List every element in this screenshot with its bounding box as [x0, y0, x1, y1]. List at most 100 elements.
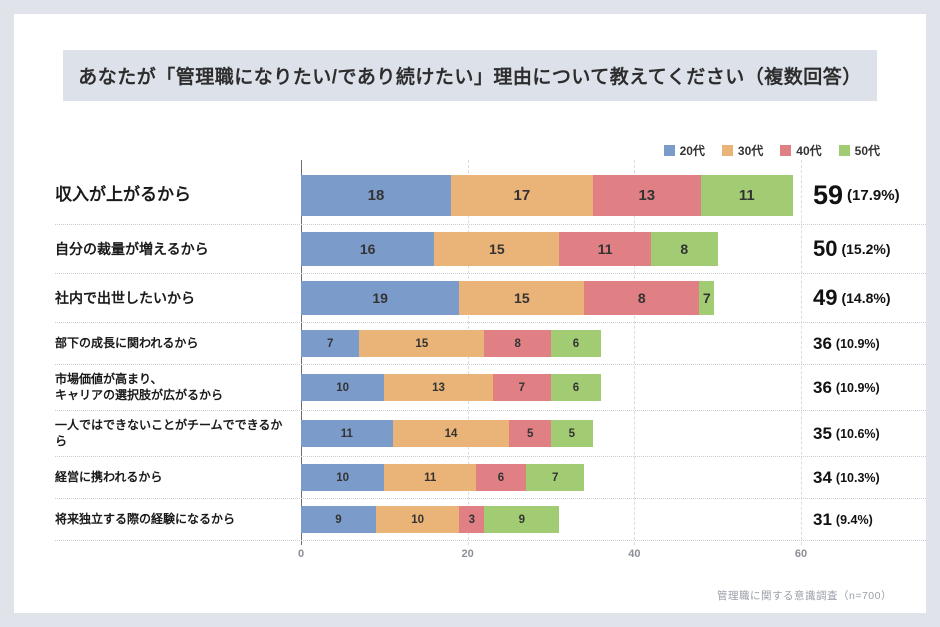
total-count: 36	[813, 333, 832, 353]
total-percent: (10.9%)	[835, 336, 880, 351]
bar-segment-40s: 13	[592, 175, 701, 216]
bar: 9 10 3 9	[301, 506, 801, 534]
bar-segment-50s: 7	[699, 281, 715, 315]
category-label: 将来独立する際の経験になるから	[55, 512, 236, 527]
total-count: 50	[813, 236, 838, 261]
bar-segment-40s: 5	[509, 420, 551, 448]
bar-segment-50s: 11	[700, 175, 793, 216]
chart-row: 市場価値が高まり、 キャリアの選択肢が広がるから 10 13 7 6 36 (10.9%)	[55, 365, 926, 412]
bar-segment-50s: 5	[550, 420, 593, 448]
bar-segment-50s: 6	[550, 374, 601, 402]
bar-segment-30s: 15	[434, 232, 560, 266]
category-label: 部下の成長に関われるから	[55, 335, 199, 350]
legend-label: 50代	[854, 143, 880, 158]
chart-row: 将来独立する際の経験になるから 9 10 3 9 31 (9.4%)	[55, 499, 926, 542]
total-count: 36	[813, 377, 832, 397]
legend-label: 40代	[796, 143, 822, 158]
bar-segment-30s: 15	[459, 281, 585, 315]
total-count: 35	[813, 423, 832, 443]
total-count: 49	[813, 285, 838, 310]
bar-segment-30s: 17	[451, 175, 593, 216]
total-percent: (10.9%)	[835, 380, 880, 395]
row-total: 31 (9.4%)	[813, 510, 873, 530]
category-label: 社内で出世したいから	[55, 289, 195, 306]
x-tick-label-20: 20	[461, 548, 474, 561]
bar-segment-20s: 7	[301, 330, 360, 357]
bar: 16 15 11 8	[301, 232, 801, 266]
bar-segment-20s: 11	[301, 420, 393, 448]
bar-segment-40s: 8	[484, 330, 551, 357]
legend-swatch-50s	[838, 144, 850, 156]
bar-segment-20s: 16	[301, 232, 435, 266]
total-percent: (14.8%)	[841, 290, 891, 306]
total-percent: (10.3%)	[835, 470, 880, 485]
category-label: 収入が上がるから	[55, 185, 191, 205]
x-tick-label-40: 40	[628, 548, 641, 561]
chart-row: 自分の裁量が増えるから 16 15 11 8 50 (15.2%)	[55, 225, 926, 274]
bar-segment-20s: 10	[301, 374, 385, 402]
row-total: 50 (15.2%)	[813, 236, 891, 262]
bar-segment-20s: 19	[301, 281, 460, 315]
row-total: 49 (14.8%)	[813, 285, 891, 311]
total-percent: (15.2%)	[841, 241, 891, 257]
row-total: 36 (10.9%)	[813, 378, 880, 398]
category-label: 経営に携われるから	[55, 470, 163, 485]
total-count: 34	[813, 467, 832, 487]
bar-segment-30s: 10	[376, 506, 460, 534]
total-count: 31	[813, 509, 832, 529]
category-label: 一人ではできないことがチームでできるから	[55, 418, 283, 448]
total-percent: (10.6%)	[835, 426, 880, 441]
bar: 10 13 7 6	[301, 374, 801, 402]
category-label: 自分の裁量が増えるから	[55, 240, 209, 257]
bar: 19 15 8 7	[301, 281, 801, 315]
x-tick-label-0: 0	[297, 548, 305, 561]
total-percent: (9.4%)	[835, 512, 873, 527]
chart-row: 社内で出世したいから 19 15 8 7 49 (14.8%)	[55, 274, 926, 323]
bar-segment-20s: 9	[301, 506, 376, 534]
row-total: 59 (17.9%)	[813, 180, 900, 211]
bar-segment-40s: 8	[584, 281, 700, 315]
bar-segment-50s: 6	[550, 330, 601, 357]
row-total: 36 (10.9%)	[813, 334, 880, 354]
survey-question-title: あなたが「管理職になりたい/であり続けたい」理由について教えてください（複数回答…	[63, 50, 877, 101]
category-label: 市場価値が高まり、 キャリアの選択肢が広がるから	[55, 372, 224, 402]
bar: 7 15 8 6	[301, 330, 801, 357]
legend: 20代 30代 40代 50代	[14, 142, 880, 159]
bar-segment-30s: 15	[359, 330, 485, 357]
total-percent: (17.9%)	[847, 187, 900, 204]
bar-segment-50s: 8	[650, 232, 718, 266]
total-count: 59	[813, 180, 844, 210]
x-tick-label-60: 60	[794, 548, 808, 561]
legend-swatch-30s	[721, 144, 733, 156]
bar-segment-40s: 6	[475, 464, 526, 492]
bar: 18 17 13 11	[301, 175, 801, 216]
chart-row: 収入が上がるから 18 17 13 11 59 (17.9%)	[55, 167, 926, 225]
bar-segment-40s: 3	[459, 506, 485, 534]
row-total: 34 (10.3%)	[813, 468, 880, 488]
bar: 10 11 6 7	[301, 464, 801, 492]
bar-segment-40s: 11	[559, 232, 651, 266]
legend-item-50s: 50代	[838, 142, 880, 159]
legend-item-30s: 30代	[721, 142, 764, 159]
legend-label: 30代	[737, 143, 764, 158]
legend-swatch-40s	[780, 144, 792, 156]
bar-segment-20s: 10	[301, 464, 385, 492]
legend-item-40s: 40代	[780, 142, 822, 159]
legend-item-20s: 20代	[663, 142, 705, 159]
chart-row: 部下の成長に関われるから 7 15 8 6 36 (10.9%)	[55, 323, 926, 365]
bar-segment-30s: 11	[384, 464, 476, 492]
chart-row: 一人ではできないことがチームでできるから 11 14 5 5 35 (10.6%)	[55, 411, 926, 458]
source-note: 管理職に関する意識調査（n=700）	[717, 590, 892, 602]
bar: 11 14 5 5	[301, 420, 801, 448]
infographic-card: あなたが「管理職になりたい/であり続けたい」理由について教えてください（複数回答…	[14, 14, 926, 613]
legend-swatch-20s	[663, 144, 675, 156]
bar-segment-50s: 9	[484, 506, 560, 534]
chart-rows: 収入が上がるから 18 17 13 11 59 (17.9%) 自分の裁量が増えるから 16 15…	[55, 160, 926, 546]
bar-segment-30s: 13	[384, 374, 493, 402]
stacked-bar-chart: 収入が上がるから 18 17 13 11 59 (17.9%) 自分の裁量が増えるから 16 15…	[55, 160, 926, 566]
bar-segment-20s: 18	[301, 175, 451, 216]
bar-segment-50s: 7	[525, 464, 585, 492]
chart-row: 経営に携われるから 10 11 6 7 34 (10.3%)	[55, 457, 926, 500]
x-axis-ticks: 0 20 40 60	[55, 548, 926, 566]
legend-label: 20代	[679, 143, 705, 158]
